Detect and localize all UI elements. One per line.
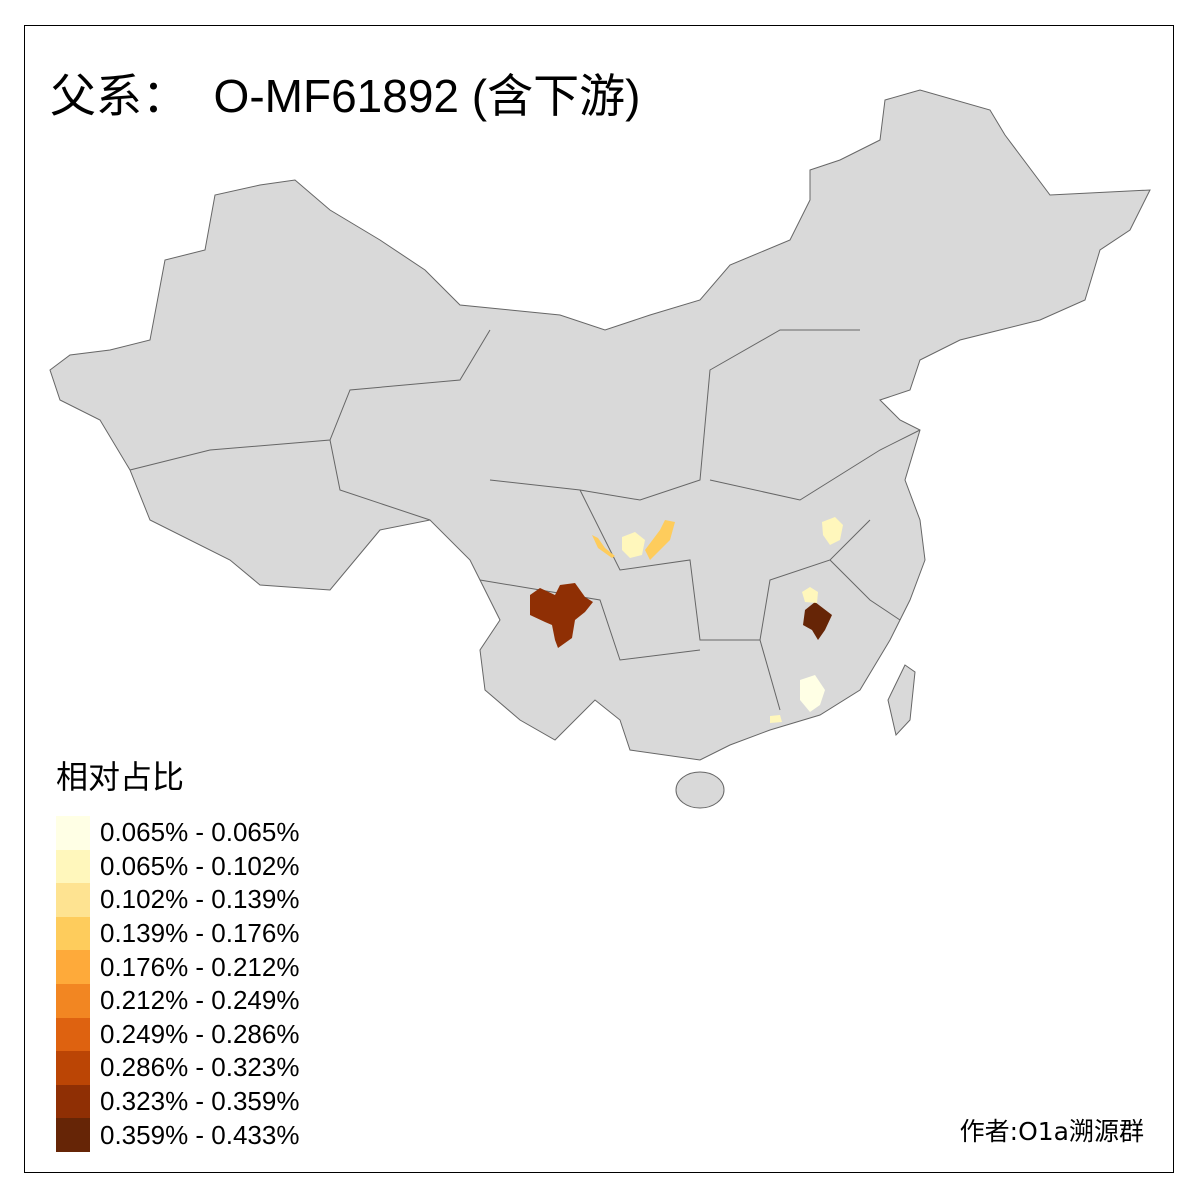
author-credit: 作者:O1a溯源群 — [959, 1117, 1144, 1146]
region-sichuan-1 — [592, 535, 615, 558]
region-jiangxi — [803, 602, 832, 640]
legend-label: 0.212% - 0.249% — [100, 985, 300, 1016]
legend-swatch — [56, 849, 90, 884]
region-sichuan-2 — [622, 532, 645, 558]
legend-label: 0.065% - 0.065% — [100, 817, 300, 848]
legend-label: 0.176% - 0.212% — [100, 951, 300, 982]
legend-swatch — [56, 983, 90, 1018]
legend-label: 0.286% - 0.323% — [100, 1052, 300, 1083]
legend-swatch — [56, 916, 90, 951]
taiwan-island — [887, 664, 916, 737]
legend-label: 0.249% - 0.286% — [100, 1018, 300, 1049]
legend-swatch — [56, 816, 90, 850]
region-sichuan-3 — [645, 520, 675, 560]
region-anhui — [822, 517, 843, 545]
legend-item: 0.065% - 0.065% — [56, 816, 299, 850]
legend-item: 0.176% - 0.212% — [56, 950, 299, 984]
legend-swatch — [56, 1084, 90, 1119]
region-yunnan-northwest — [530, 583, 593, 648]
region-fujian — [800, 675, 825, 712]
china-mainland — [49, 89, 1151, 761]
legend-item: 0.323% - 0.359% — [56, 1084, 300, 1119]
legend: 相对占比 0.065% - 0.065% 0.065% - 0.102% 0.102… — [56, 752, 299, 1152]
legend-swatch — [56, 1051, 90, 1085]
hainan-island — [675, 771, 725, 809]
legend-label: 0.323% - 0.359% — [100, 1086, 300, 1117]
legend-swatch — [56, 950, 90, 984]
legend-label: 0.359% - 0.433% — [100, 1119, 300, 1150]
province-borders — [129, 329, 921, 711]
legend-item: 0.359% - 0.433% — [56, 1118, 299, 1152]
legend-title: 相对占比 — [56, 758, 185, 796]
legend-item: 0.139% - 0.176% — [56, 916, 300, 951]
region-jiangxi-north — [802, 587, 818, 603]
region-guangdong — [770, 715, 782, 723]
legend-swatch — [56, 1017, 90, 1052]
legend-item: 0.065% - 0.102% — [56, 849, 300, 884]
highlighted-regions — [530, 517, 843, 723]
legend-label: 0.102% - 0.139% — [100, 884, 300, 915]
plot-frame — [24, 25, 1174, 1173]
map-title: 父系： O-MF61892 (含下游) — [50, 70, 641, 122]
legend-item: 0.249% - 0.286% — [56, 1017, 300, 1052]
legend-label: 0.065% - 0.102% — [100, 850, 300, 881]
legend-item: 0.286% - 0.323% — [56, 1051, 299, 1085]
legend-item: 0.212% - 0.249% — [56, 983, 300, 1018]
legend-label: 0.139% - 0.176% — [100, 918, 300, 949]
legend-swatch — [56, 883, 90, 917]
legend-swatch — [56, 1118, 90, 1152]
legend-item: 0.102% - 0.139% — [56, 883, 299, 917]
